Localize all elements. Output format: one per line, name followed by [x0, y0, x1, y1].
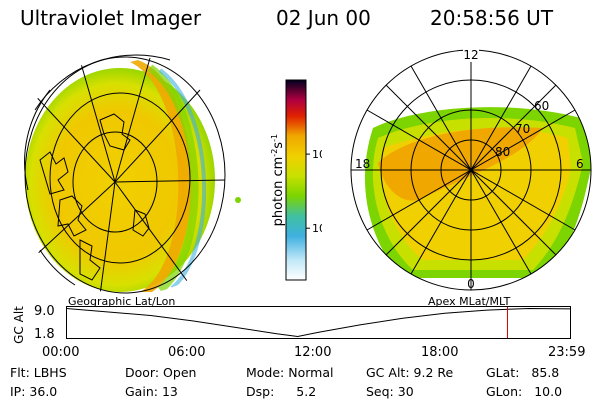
lat-80-label: 80	[495, 145, 510, 159]
mlt-dusk-label: 18	[355, 157, 370, 171]
mlt-noon-label: 12	[463, 48, 478, 62]
date-label: 02 Jun 00	[276, 6, 371, 30]
altitude-curve	[66, 307, 571, 338]
colorbar-tick-label-0: 100	[312, 148, 322, 161]
altitude-plot	[66, 306, 571, 339]
info-mode: Mode: Normal	[246, 365, 334, 380]
lat-70-label: 70	[515, 122, 530, 136]
xtick-4: 23:59	[548, 345, 586, 360]
xtick-3: 18:00	[421, 345, 459, 360]
colorbar-tick-label-1: 10	[312, 222, 322, 235]
xtick-2: 12:00	[294, 345, 332, 360]
info-ip: IP: 36.0	[10, 384, 58, 399]
geographic-label: Geographic Lat/Lon	[68, 295, 176, 308]
lat-60-label: 60	[534, 99, 549, 113]
info-flt: Flt: LBHS	[10, 365, 67, 380]
polar-label: Apex MLat/MLT	[428, 295, 511, 308]
info-dsp: Dsp: 5.2	[246, 384, 317, 399]
altitude-ylabel: GC Alt	[12, 306, 26, 344]
instrument-title: Ultraviolet Imager	[20, 6, 202, 30]
time-label: 20:58:56 UT	[430, 6, 554, 30]
geographic-image	[20, 54, 241, 295]
info-seq: Seq: 30	[366, 384, 414, 399]
info-glat: GLat: 85.8	[486, 365, 560, 380]
info-gain: Gain: 13	[125, 384, 178, 399]
colorbar-unit-label: photon cm-2s-1	[269, 133, 287, 227]
altitude-ymin-label: 1.8	[34, 327, 55, 342]
altitude-ymax-label: 9.0	[34, 304, 55, 319]
info-door: Door: Open	[125, 365, 197, 380]
mlt-midnight-label: 0	[467, 277, 475, 291]
xtick-1: 06:00	[168, 345, 206, 360]
info-gcalt: GC Alt: 9.2 Re	[366, 365, 454, 380]
colorbar: 100 10	[285, 79, 322, 281]
polar-image: 12 18 6 0 60 70 80	[350, 48, 592, 291]
xtick-0: 00:00	[42, 345, 80, 360]
mlt-dawn-label: 6	[576, 157, 584, 171]
info-glon: GLon: 10.0	[486, 384, 563, 399]
